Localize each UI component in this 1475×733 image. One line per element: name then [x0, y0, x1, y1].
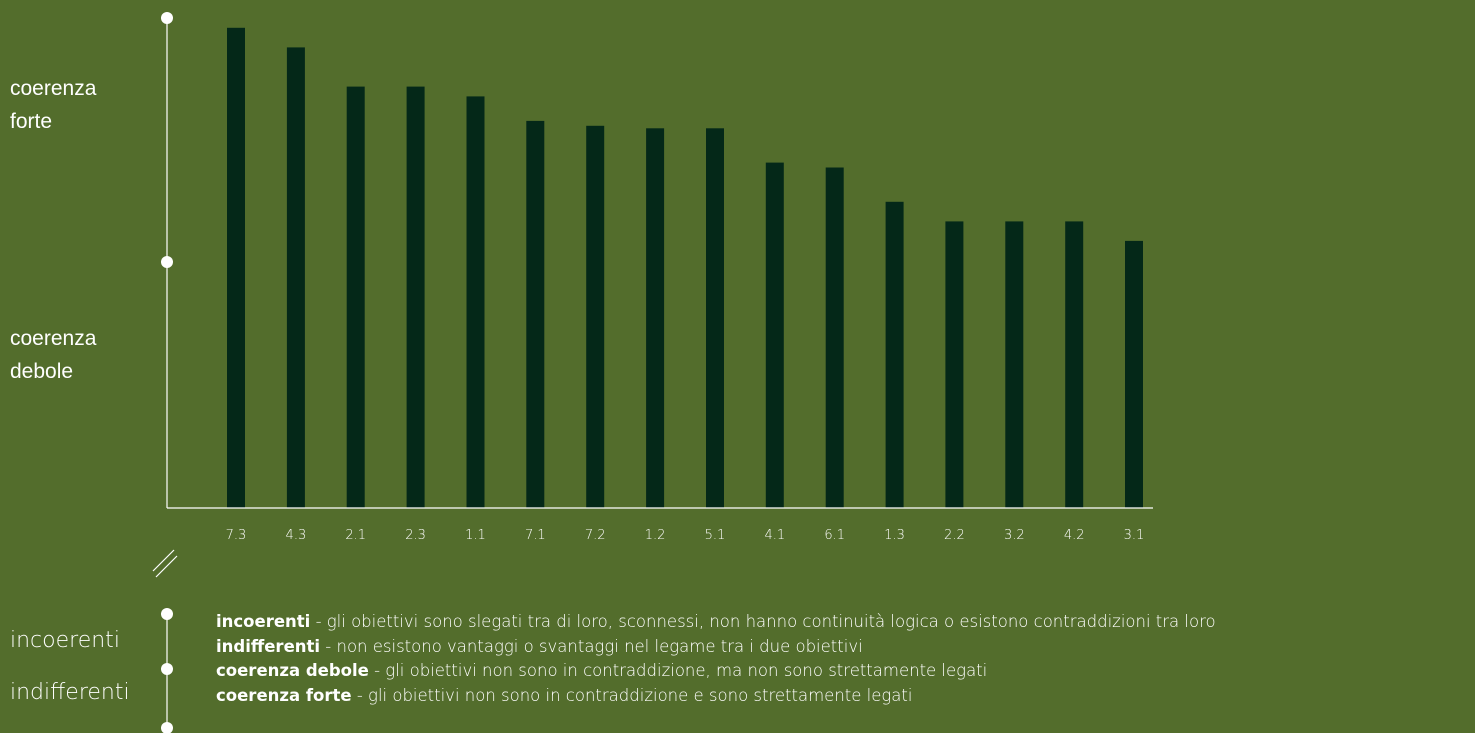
strong-coherence-label: coerenza forte: [10, 77, 97, 133]
axis-marker-top: [161, 12, 173, 24]
bar-2.3: [406, 86, 425, 508]
x-tick-label: 4.3: [286, 528, 307, 543]
bar-1.2: [646, 128, 665, 509]
indifferent-label: indifferenti: [10, 680, 130, 705]
lower-scale-marker-3: [161, 722, 173, 733]
axis-marker-mid: [161, 256, 173, 268]
x-tick-label: 1.3: [884, 528, 905, 543]
bar-3.2: [1005, 221, 1024, 508]
x-tick-label: 4.2: [1064, 528, 1085, 543]
x-tick-label: 2.1: [345, 528, 366, 543]
axis-break-mark-2: [152, 549, 175, 572]
lower-scale-marker-2: [161, 663, 173, 675]
incoherent-label: incoerenti: [10, 628, 120, 653]
bar-3.1: [1125, 240, 1143, 508]
axis-break-mark-1: [155, 555, 178, 578]
legend-item-incoerenti: incoerenti - gli obiettivi sono slegati …: [216, 610, 1471, 635]
bar-7.1: [526, 120, 545, 509]
legend-item-coerenza-debole: coerenza debole - gli obiettivi non sono…: [216, 659, 1471, 684]
tick-labels-group: 7.3 4.3 2.1 2.3 1.1 7.1 7.2 1.2 5.1 4.1 6.1 1.3 2.2 3…: [226, 528, 1145, 543]
x-tick-label: 2.3: [405, 528, 426, 543]
legend-description: - gli obiettivi sono slegati tra di loro…: [310, 612, 1216, 631]
bar-1.3: [885, 201, 904, 509]
x-tick-label: 2.2: [944, 528, 965, 543]
x-tick-label: 1.2: [645, 528, 666, 543]
bar-7.3: [227, 27, 245, 509]
legend-term: indifferenti: [216, 636, 321, 656]
legend-term: incoerenti: [216, 612, 311, 631]
legend-term: coerenza debole: [216, 661, 369, 680]
legend-description: - gli obiettivi non sono in contraddizio…: [368, 661, 988, 680]
bar-4.3: [286, 47, 305, 509]
x-tick-label: 7.2: [585, 528, 606, 543]
bar-6.1: [825, 167, 844, 508]
x-tick-label: 1.1: [465, 528, 486, 543]
legend-item-coerenza-forte: coerenza forte - gli obiettivi non sono …: [216, 684, 1471, 709]
legend-term: coerenza forte: [216, 685, 352, 705]
legend-item-indifferenti: indifferenti - non esistono vantaggi o s…: [216, 635, 1471, 660]
x-tick-label: 4.1: [764, 528, 785, 543]
bars-group: [227, 27, 1143, 509]
weak-coherence-label: coerenza debole: [10, 327, 97, 383]
x-tick-label: 5.1: [705, 528, 726, 543]
x-tick-label: 3.2: [1004, 528, 1025, 543]
x-tick-label: 7.3: [226, 528, 247, 543]
x-tick-label: 3.1: [1124, 528, 1145, 543]
bar-4.1: [765, 162, 784, 508]
bar-2.2: [945, 221, 964, 508]
bar-5.1: [706, 128, 724, 509]
bar-7.2: [586, 125, 605, 509]
legend: incoerenti - gli obiettivi sono slegati …: [216, 610, 1471, 708]
bar-1.1: [466, 96, 485, 509]
bar-4.2: [1065, 221, 1084, 508]
x-tick-label: 6.1: [824, 528, 845, 543]
bar-2.1: [346, 86, 365, 508]
legend-description: - gli obiettivi non sono in contraddizio…: [351, 685, 913, 705]
x-tick-label: 7.1: [525, 528, 546, 543]
legend-description: - non esistono vantaggi o svantaggi nel …: [320, 636, 863, 656]
lower-scale-marker-1: [161, 608, 173, 620]
